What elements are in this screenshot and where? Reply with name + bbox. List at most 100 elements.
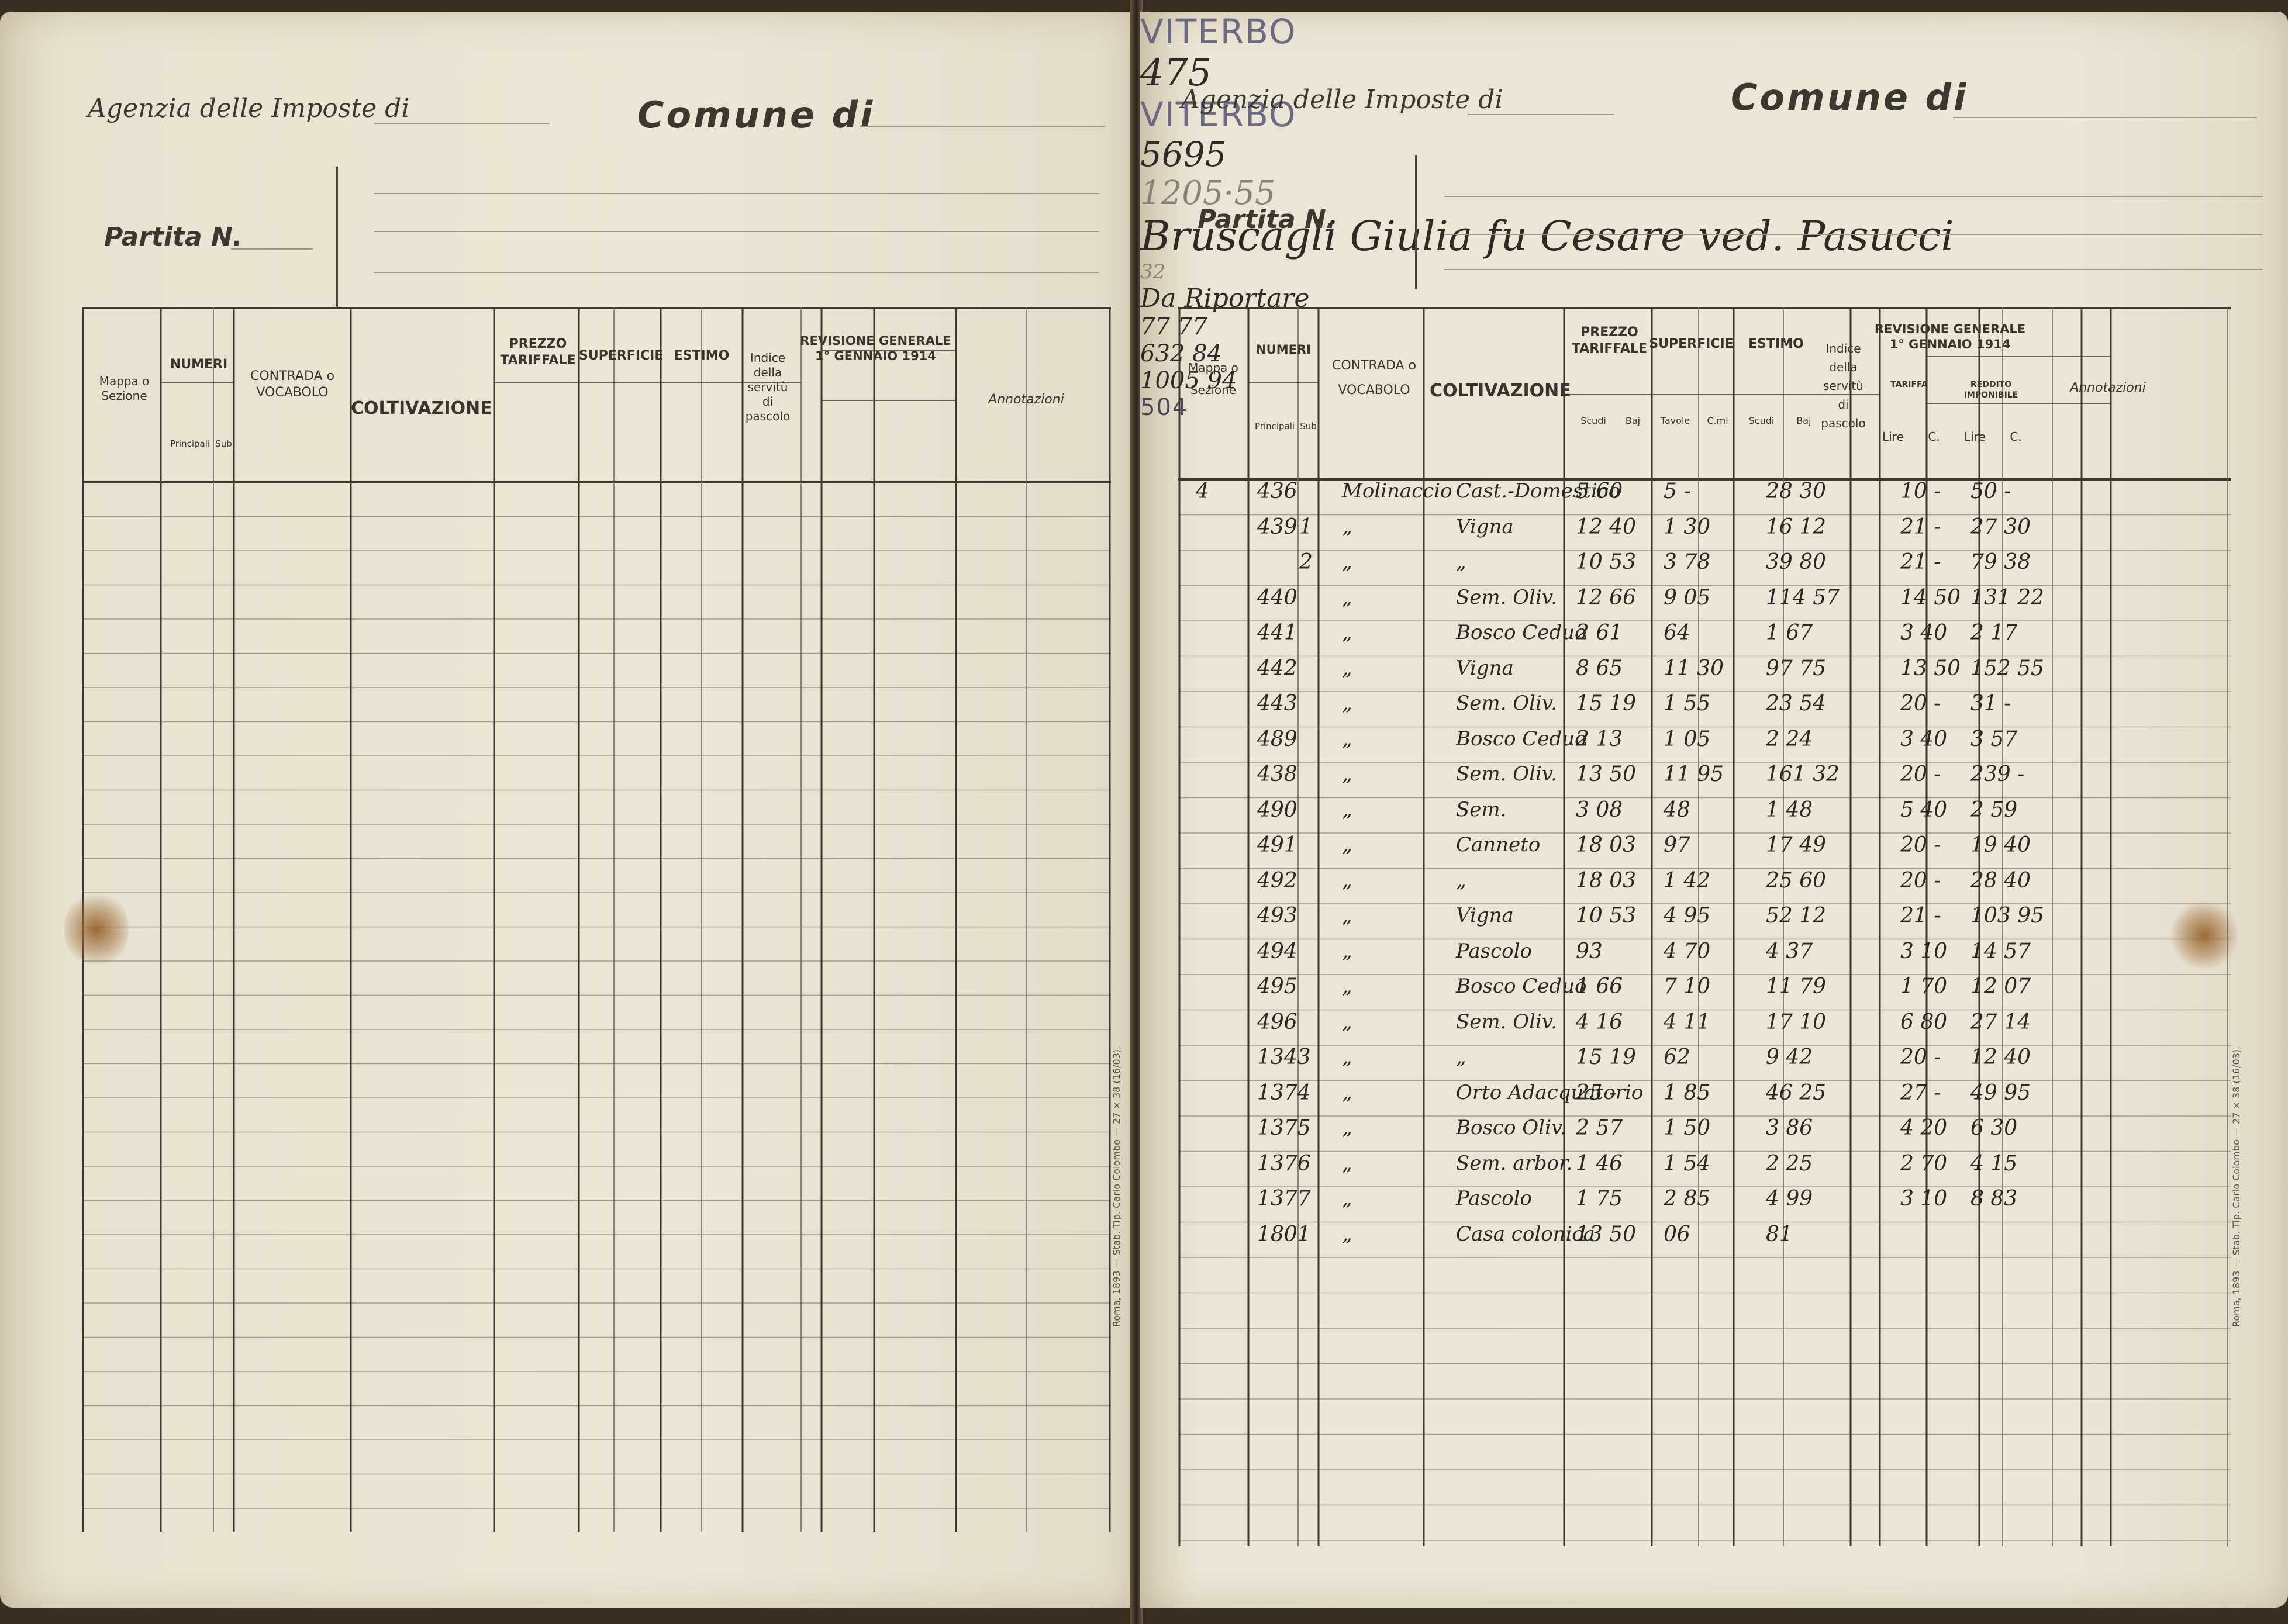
ledger-cell-estimo: 17 49 xyxy=(1766,833,1827,857)
ledger-cell-coltivazione: Sem. Oliv. xyxy=(1456,1010,1557,1034)
ledger-cell-sup: 11 30 xyxy=(1664,656,1724,680)
ledger-cell-prezzo: 18 03 xyxy=(1576,833,1637,857)
ledger-cell-coltivazione: Orto Adacquatorio xyxy=(1456,1080,1644,1104)
ledger-cell-num: 1801 xyxy=(1257,1222,1311,1246)
right-th-tavole: Tavole xyxy=(1660,415,1690,426)
ledger-cell-prezzo: 13 50 xyxy=(1576,762,1637,786)
ledger-cell-sup: 1 55 xyxy=(1664,692,1711,716)
ledger-cell-sup: 1 30 xyxy=(1664,514,1711,539)
ledger-cell-reddito: 19 40 xyxy=(1970,833,2031,857)
ledger-cell-estimo: 161 32 xyxy=(1766,762,1840,786)
ledger-cell-estimo: 52 12 xyxy=(1766,904,1827,928)
ledger-cell-tariffa: 5 40 xyxy=(1900,797,1948,822)
right-ledger-table xyxy=(1178,307,2231,1546)
ledger-cell-coltivazione: Bosco Ceduo xyxy=(1456,621,1587,644)
left-owner-line-1 xyxy=(374,193,1099,194)
ledger-cell-prezzo: 1 66 xyxy=(1576,975,1623,998)
right-th-superficie: SUPERFICIE xyxy=(1649,337,1734,351)
ledger-cell-estimo: 3 86 xyxy=(1766,1116,1813,1140)
ledger-cell-sup: 48 xyxy=(1664,797,1690,822)
left-th-contrada: CONTRADA o VOCABOLO xyxy=(250,369,335,400)
ledger-cell-estimo: 97 75 xyxy=(1766,656,1827,680)
left-stain xyxy=(64,889,129,970)
right-partita-number: 5695 xyxy=(1140,134,1227,174)
right-stain xyxy=(2169,900,2239,970)
ledger-cell-estimo: 2 25 xyxy=(1766,1151,1813,1176)
ledger-cell-estimo: 1 67 xyxy=(1766,621,1813,645)
ledger-cell-tariffa: 20 - xyxy=(1900,1045,1941,1069)
right-th-tariffa: TARIFFA xyxy=(1890,380,1928,389)
right-owner-line-3 xyxy=(1444,269,2263,270)
ledger-cell-estimo: 28 30 xyxy=(1766,479,1827,503)
ledger-cell-coltivazione: Sem. xyxy=(1456,797,1507,821)
ledger-cell-prezzo: 8 65 xyxy=(1576,656,1623,680)
ledger-cell-tariffa: 13 50 xyxy=(1900,656,1961,680)
ledger-cell-estimo: 114 57 xyxy=(1766,585,1840,610)
ledger-cell-num: 489 xyxy=(1257,727,1297,751)
ledger-cell-coltivazione: „ xyxy=(1456,868,1466,892)
right-th-estimo: ESTIMO xyxy=(1748,337,1804,351)
ledger-cell-sup: 7 10 xyxy=(1664,975,1711,998)
right-th-baj-1: Baj xyxy=(1625,415,1641,426)
right-th-sub: Sub xyxy=(1300,421,1317,431)
ledger-cell-reddito: 12 40 xyxy=(1970,1045,2031,1069)
ledger-cell-contrada: „ xyxy=(1342,1116,1352,1139)
right-comune-label: Comune di xyxy=(1731,76,1969,119)
ledger-cell-prezzo: 3 08 xyxy=(1576,797,1623,822)
right-th-lire-2: Lire xyxy=(1964,430,1986,444)
ledger-cell-coltivazione: Sem. Oliv. xyxy=(1456,585,1557,609)
ledger-cell-sub: 2 xyxy=(1299,550,1313,574)
right-th-annotazioni: Annotazioni xyxy=(2070,381,2146,395)
ledger-cell-tariffa: 10 - xyxy=(1900,479,1941,503)
ledger-cell-estimo: 9 42 xyxy=(1766,1045,1813,1069)
right-pencil-note: 1205·55 xyxy=(1140,174,1276,212)
ledger-cell-reddito: 49 95 xyxy=(1970,1080,2031,1105)
ledger-cell-sup: 1 85 xyxy=(1664,1080,1711,1105)
ledger-cell-reddito: 50 - xyxy=(1970,479,2011,503)
ledger-cell-prezzo: 12 66 xyxy=(1576,585,1637,610)
left-ledger-grid xyxy=(82,307,1111,1532)
ledger-cell-num: 491 xyxy=(1257,833,1297,857)
ledger-cell-tariffa: 4 20 xyxy=(1900,1116,1948,1140)
right-th-contrada: CONTRADA o VOCABOLO xyxy=(1331,358,1417,398)
ledger-cell-reddito: 6 30 xyxy=(1970,1116,2018,1140)
ledger-cell-sup: 4 95 xyxy=(1664,904,1711,928)
ledger-cell-tariffa: 21 - xyxy=(1900,550,1941,574)
ledger-cell-sup: 3 78 xyxy=(1664,550,1711,574)
ledger-cell-contrada: „ xyxy=(1342,1151,1352,1175)
ledger-cell-estimo: 25 60 xyxy=(1766,868,1827,893)
right-owner-line-2 xyxy=(1444,234,2263,235)
ledger-cell-coltivazione: Sem. Oliv. xyxy=(1456,762,1557,786)
ledger-cell-tariffa: 6 80 xyxy=(1900,1010,1948,1034)
ledger-cell-sup: 64 xyxy=(1664,621,1690,645)
ledger-cell-sup: 1 05 xyxy=(1664,727,1711,751)
left-ledger-table xyxy=(82,307,1111,1546)
ledger-cell-num: 493 xyxy=(1257,904,1297,928)
right-th-cmi: C.mi xyxy=(1707,415,1728,426)
ledger-cell-sup: 9 05 xyxy=(1664,585,1711,610)
left-page: Agenzia delle Imposte di Comune di Parti… xyxy=(0,12,1131,1608)
ledger-cell-prezzo: 15 19 xyxy=(1576,692,1637,716)
right-total-estimo: 632 84 xyxy=(1140,340,1222,367)
right-agency-line xyxy=(1468,114,1614,115)
ledger-cell-contrada: „ xyxy=(1342,1222,1352,1246)
right-comune-stamp: VITERBO xyxy=(1140,95,1297,134)
right-total-reddito: 1005 94 xyxy=(1140,367,1237,394)
ledger-cell-sup: 4 70 xyxy=(1664,939,1711,963)
ledger-cell-contrada: „ xyxy=(1342,975,1352,998)
left-owner-line-3 xyxy=(374,272,1099,273)
right-th-revisione: REVISIONE GENERALE 1° GENNAIO 1914 xyxy=(1874,322,2026,352)
ledger-cell-contrada: „ xyxy=(1342,727,1352,751)
right-owner-name: Bruscagli Giulia fu Cesare ved. Pasucci xyxy=(1140,212,1954,260)
ledger-cell-num: 1377 xyxy=(1257,1187,1311,1211)
ledger-cell-coltivazione: Sem. Oliv. xyxy=(1456,692,1557,715)
right-th-c-2: C. xyxy=(2010,430,2022,444)
ledger-cell-prezzo: 10 53 xyxy=(1576,904,1637,928)
ledger-cell-coltivazione: Sem. arbor. xyxy=(1456,1151,1573,1175)
ledger-cell-prezzo: 10 53 xyxy=(1576,550,1637,574)
ledger-cell-contrada: „ xyxy=(1342,656,1352,680)
ledger-cell-sup: 2 85 xyxy=(1664,1187,1711,1211)
ledger-cell-tariffa: 20 - xyxy=(1900,833,1941,857)
ledger-cell-tariffa: 2 70 xyxy=(1900,1151,1948,1176)
ledger-cell-contrada: „ xyxy=(1342,514,1352,538)
